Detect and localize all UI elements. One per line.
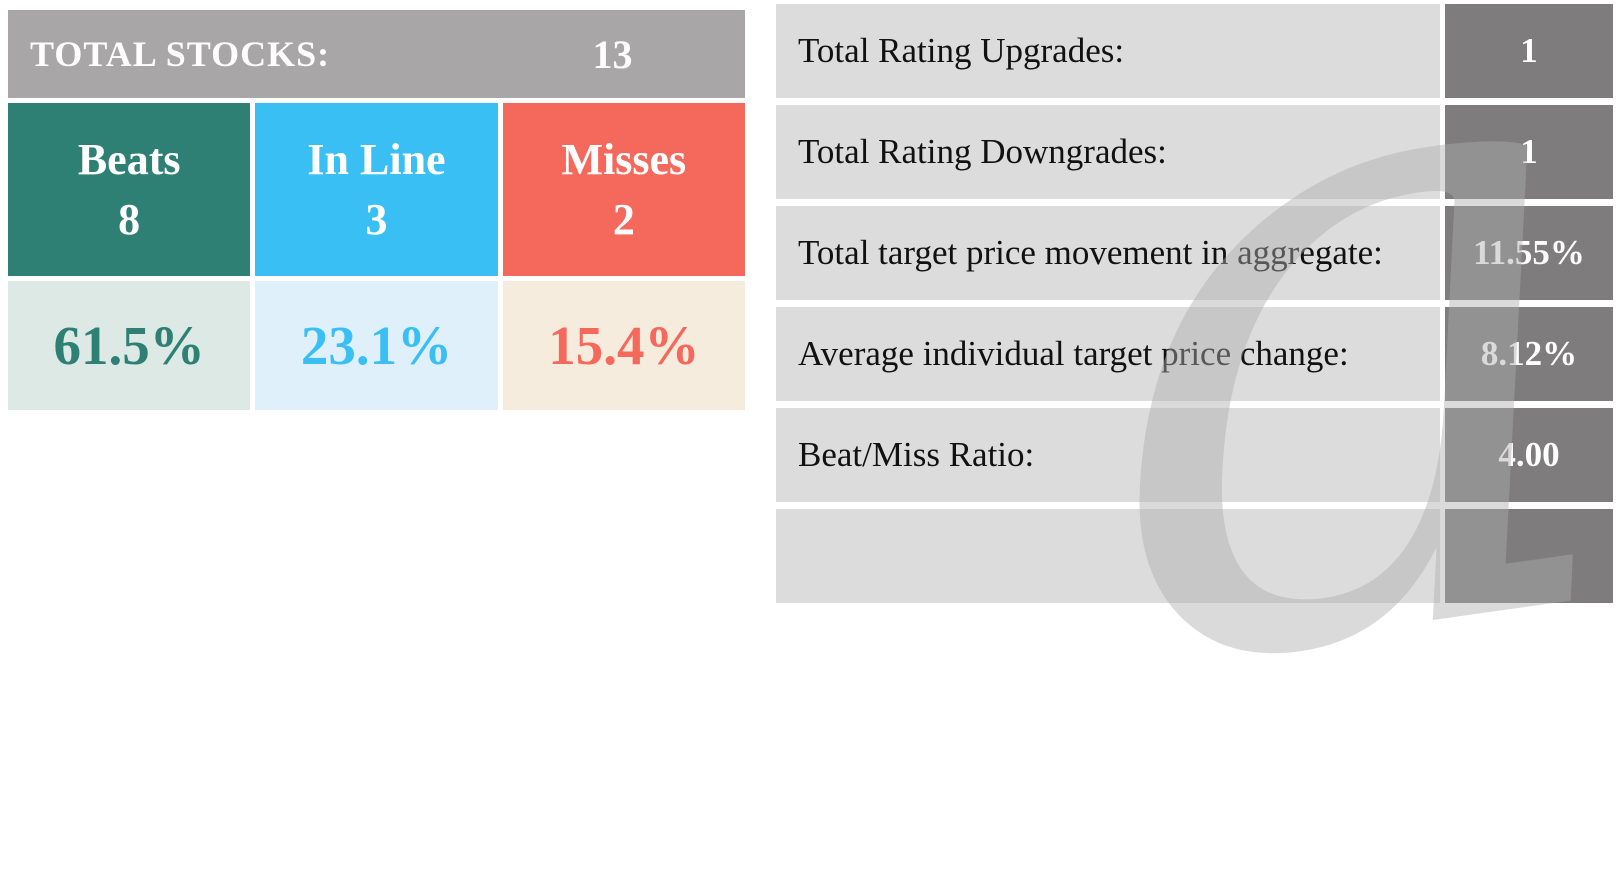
misses-box: Misses 2 [502, 103, 745, 276]
table-row: Average individual target price change: … [776, 307, 1613, 401]
row-value: 8.12% [1445, 307, 1613, 401]
table-row: Total Rating Upgrades: 1 [776, 4, 1613, 98]
row-label: Total Rating Downgrades: [776, 105, 1440, 199]
beats-label: Beats [77, 134, 181, 184]
earnings-summary-panel: TOTAL STOCKS: 13 Beats 8 In Line 3 Misse… [8, 10, 745, 410]
table-row: Total Rating Downgrades: 1 [776, 105, 1613, 199]
in-line-count: 3 [365, 194, 388, 244]
category-boxes-row: Beats 8 In Line 3 Misses 2 [8, 103, 745, 276]
row-label [776, 509, 1440, 603]
row-value [1445, 509, 1613, 603]
row-value: 4.00 [1445, 408, 1613, 502]
row-value: 1 [1445, 4, 1613, 98]
table-row-cutoff [776, 509, 1613, 603]
total-stocks-label: TOTAL STOCKS: [30, 34, 331, 74]
total-stocks-header: TOTAL STOCKS: 13 [8, 10, 745, 98]
row-label: Total target price movement in aggregate… [776, 206, 1440, 300]
misses-percent: 15.4% [502, 281, 745, 410]
misses-count: 2 [612, 194, 635, 244]
row-label: Beat/Miss Ratio: [776, 408, 1440, 502]
row-value: 11.55% [1445, 206, 1613, 300]
row-label: Average individual target price change: [776, 307, 1440, 401]
category-percents-row: 61.5% 23.1% 15.4% [8, 281, 745, 410]
row-value: 1 [1445, 105, 1613, 199]
misses-label: Misses [561, 134, 687, 184]
ratings-stats-table: Total Rating Upgrades: 1 Total Rating Do… [776, 4, 1613, 610]
row-label: Total Rating Upgrades: [776, 4, 1440, 98]
total-stocks-value: 13 [592, 31, 633, 77]
in-line-label: In Line [307, 134, 446, 184]
in-line-box: In Line 3 [255, 103, 498, 276]
beats-count: 8 [118, 194, 141, 244]
in-line-percent: 23.1% [255, 281, 498, 410]
beats-box: Beats 8 [8, 103, 251, 276]
beats-percent: 61.5% [8, 281, 251, 410]
table-row: Total target price movement in aggregate… [776, 206, 1613, 300]
table-row: Beat/Miss Ratio: 4.00 [776, 408, 1613, 502]
